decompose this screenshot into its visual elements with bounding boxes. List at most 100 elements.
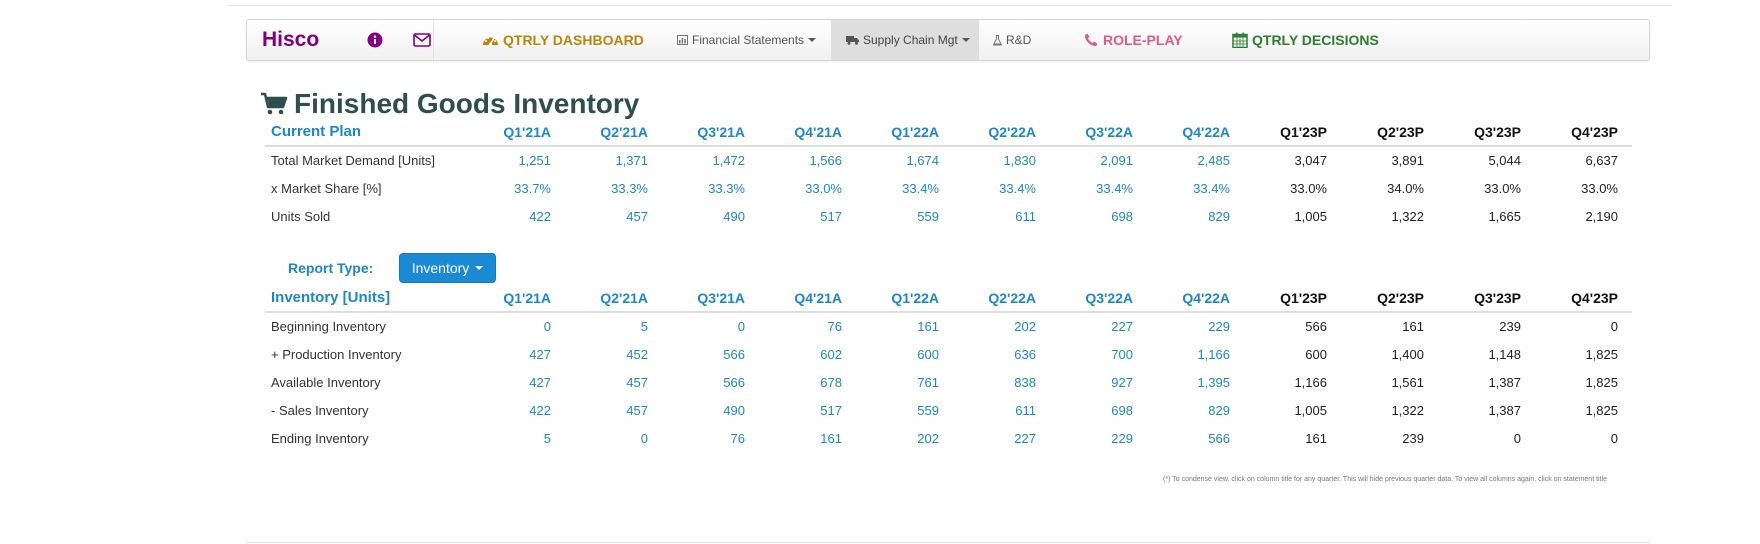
table-row: Total Market Demand [Units] 1,251 1,371 1,4…: [265, 147, 1632, 175]
table-cell: 1,561: [1391, 375, 1424, 390]
page-title[interactable]: Finished Goods Inventory: [260, 86, 639, 122]
table-cell: 33.0%: [1290, 181, 1327, 196]
table-cell: 229: [1208, 319, 1230, 334]
nav-financial-statements[interactable]: Financial Statements: [677, 20, 817, 60]
table-cell: 517: [820, 403, 842, 418]
column-header-q2-21a[interactable]: Q2'21A: [600, 290, 648, 306]
table-cell: 0: [543, 319, 551, 334]
column-header-q3-23p[interactable]: Q3'23P: [1474, 290, 1521, 306]
table-cell: 1,830: [1003, 153, 1036, 168]
column-header-q2-23p[interactable]: Q2'23P: [1377, 124, 1424, 140]
nav-qtrly-dashboard[interactable]: QTRLY DASHBOARD: [482, 20, 644, 60]
info-icon[interactable]: [367, 20, 383, 60]
table-cell: 1,005: [1294, 403, 1327, 418]
table-cell: 611: [1015, 403, 1036, 418]
column-header-q1-22a[interactable]: Q1'22A: [891, 290, 939, 306]
envelope-icon[interactable]: [413, 20, 431, 60]
table-cell: 1,674: [906, 153, 939, 168]
column-header-q4-23p[interactable]: Q4'23P: [1571, 124, 1618, 140]
table-cell: 1,400: [1391, 347, 1424, 362]
table-cell: 0: [1610, 319, 1618, 334]
table-cell: 566: [723, 375, 745, 390]
table-cell: 202: [1014, 319, 1036, 334]
top-divider: [227, 5, 1672, 6]
nav-rd[interactable]: R&D: [993, 20, 1031, 60]
column-header-q1-23p[interactable]: Q1'23P: [1280, 124, 1327, 140]
table-cell: 636: [1014, 347, 1036, 362]
table-cell: 33.4%: [999, 181, 1036, 196]
column-header-q1-21a[interactable]: Q1'21A: [503, 124, 551, 140]
table-cell: 161: [1402, 319, 1424, 334]
table-cell: 227: [1111, 319, 1133, 334]
table-cell: 239: [1499, 319, 1521, 334]
nav-rd-label: R&D: [1006, 33, 1032, 47]
table-cell: 566: [723, 347, 745, 362]
nav-financial-statements-label: Financial Statements: [692, 33, 805, 47]
table-cell: 33.4%: [1096, 181, 1133, 196]
nav-qtrly-decisions[interactable]: QTRLY DECISIONS: [1232, 20, 1379, 60]
report-type-dropdown[interactable]: Inventory: [399, 253, 496, 283]
table-cell: 202: [917, 431, 939, 446]
column-header-q2-21a[interactable]: Q2'21A: [600, 124, 648, 140]
nav-supply-chain-mgt[interactable]: Supply Chain Mgt: [831, 20, 979, 60]
table-cell: 2,091: [1100, 153, 1133, 168]
column-header-q2-23p[interactable]: Q2'23P: [1377, 290, 1424, 306]
column-header-q4-21a[interactable]: Q4'21A: [794, 124, 842, 140]
table-cell: 34.0%: [1387, 181, 1424, 196]
nav-separator: [433, 20, 434, 60]
column-header-q3-21a[interactable]: Q3'21A: [697, 124, 745, 140]
table-cell: 161: [820, 431, 842, 446]
table-cell: 838: [1014, 375, 1036, 390]
table-cell: 1,825: [1585, 403, 1618, 418]
table-cell: 600: [1305, 347, 1327, 362]
table-cell: 829: [1208, 209, 1230, 224]
brand-link[interactable]: Hisco: [262, 28, 320, 51]
table-cell: 33.4%: [902, 181, 939, 196]
column-header-q3-21a[interactable]: Q3'21A: [697, 290, 745, 306]
table-cell: 1,387: [1488, 375, 1521, 390]
column-header-q3-22a[interactable]: Q3'22A: [1085, 124, 1133, 140]
column-header-q4-22a[interactable]: Q4'22A: [1182, 290, 1230, 306]
page-title-text: Finished Goods Inventory: [294, 88, 640, 119]
column-header-q4-21a[interactable]: Q4'21A: [794, 290, 842, 306]
table-cell: 33.0%: [1581, 181, 1618, 196]
table-cell: 457: [626, 209, 648, 224]
table-cell: 1,566: [809, 153, 842, 168]
table-cell: 1,251: [518, 153, 551, 168]
table-row: Beginning Inventory 0 5 0 76 161 202 227 229 566 1…: [265, 313, 1632, 341]
chevron-down-icon: [961, 38, 970, 42]
current-plan-table: Current Plan Q1'21A Q2'21A Q3'21A Q4'21A…: [265, 118, 1632, 231]
table-cell: 3,891: [1391, 153, 1424, 168]
current-plan-header: Current Plan: [271, 123, 362, 140]
nav-role-play[interactable]: ROLE-PLAY: [1084, 20, 1183, 60]
table-cell: 457: [626, 403, 648, 418]
table-cell: 1,825: [1585, 375, 1618, 390]
inventory-header[interactable]: Inventory [Units]: [271, 289, 391, 306]
column-header-q3-23p[interactable]: Q3'23P: [1474, 124, 1521, 140]
column-header-q2-22a[interactable]: Q2'22A: [988, 124, 1036, 140]
table-cell: 678: [820, 375, 842, 390]
column-header-q3-22a[interactable]: Q3'22A: [1085, 290, 1133, 306]
table-cell: 5: [543, 431, 551, 446]
table-cell: 0: [640, 431, 648, 446]
column-header-q2-22a[interactable]: Q2'22A: [988, 290, 1036, 306]
table-cell: 33.4%: [1193, 181, 1230, 196]
column-header-q1-23p[interactable]: Q1'23P: [1280, 290, 1327, 306]
chevron-down-icon: [475, 266, 484, 270]
row-label: Beginning Inventory: [271, 319, 386, 334]
table-cell: 602: [820, 347, 842, 362]
table-cell: 559: [917, 403, 939, 418]
table-cell: 566: [1208, 431, 1230, 446]
table-cell: 566: [1305, 319, 1327, 334]
navbar: Hisco QTRLY DASHBOARD Financial Statemen…: [246, 19, 1650, 61]
row-label: - Sales Inventory: [271, 403, 369, 418]
table-cell: 3,047: [1294, 153, 1327, 168]
column-header-q1-21a[interactable]: Q1'21A: [503, 290, 551, 306]
table-cell: 761: [917, 375, 939, 390]
column-header-q4-22a[interactable]: Q4'22A: [1182, 124, 1230, 140]
calendar-icon: [1232, 32, 1248, 48]
column-header-q1-22a[interactable]: Q1'22A: [891, 124, 939, 140]
column-header-q4-23p[interactable]: Q4'23P: [1571, 290, 1618, 306]
chevron-down-icon: [808, 38, 817, 42]
table-cell: 33.7%: [514, 181, 551, 196]
